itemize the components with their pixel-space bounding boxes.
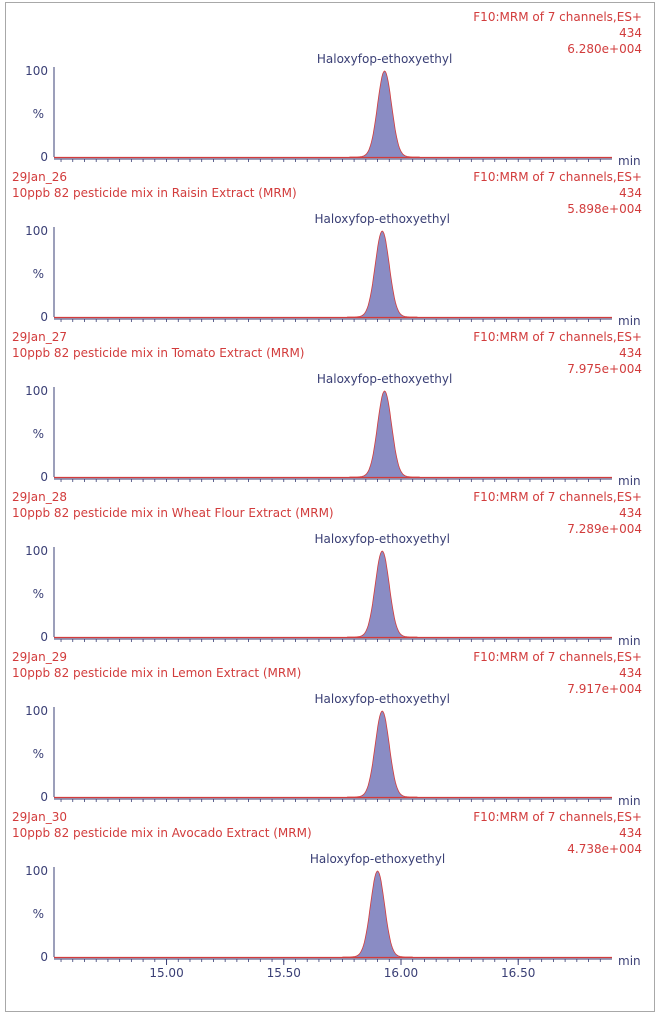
function-label: F10:MRM of 7 channels,ES+ xyxy=(473,650,642,664)
chromatogram-frame xyxy=(5,2,655,1012)
sample-description: 10ppb 82 pesticide mix in Wheat Flour Ex… xyxy=(12,506,334,520)
y-tick-100: 100 xyxy=(25,384,48,398)
intensity-label: 5.898e+004 xyxy=(567,202,642,216)
peak-area xyxy=(349,71,420,157)
y-tick-percent: % xyxy=(33,587,44,601)
peak-area xyxy=(349,391,420,477)
y-tick-0: 0 xyxy=(40,470,48,484)
peak-outline xyxy=(342,870,413,958)
x-tick-label: 15.00 xyxy=(149,966,183,980)
y-tick-percent: % xyxy=(33,107,44,121)
peak-outline xyxy=(347,710,418,798)
mass-label: 434 xyxy=(619,26,642,40)
y-tick-100: 100 xyxy=(25,224,48,238)
compound-label: Haloxyfop-ethoxyethyl xyxy=(317,372,452,386)
mass-label: 434 xyxy=(619,506,642,520)
intensity-label: 7.289e+004 xyxy=(567,522,642,536)
mass-label: 434 xyxy=(619,826,642,840)
compound-label: Haloxyfop-ethoxyethyl xyxy=(315,212,450,226)
y-tick-0: 0 xyxy=(40,150,48,164)
x-unit-label: min xyxy=(618,154,641,168)
sample-id: 29Jan_30 xyxy=(12,810,67,824)
x-tick-label: 15.50 xyxy=(267,966,301,980)
x-tick-label: 16.00 xyxy=(384,966,418,980)
sample-description: 10ppb 82 pesticide mix in Lemon Extract … xyxy=(12,666,301,680)
peak-outline xyxy=(347,550,418,638)
y-tick-100: 100 xyxy=(25,64,48,78)
function-label: F10:MRM of 7 channels,ES+ xyxy=(473,170,642,184)
intensity-label: 7.975e+004 xyxy=(567,362,642,376)
y-tick-100: 100 xyxy=(25,864,48,878)
compound-label: Haloxyfop-ethoxyethyl xyxy=(315,692,450,706)
x-unit-label: min xyxy=(618,794,641,808)
function-label: F10:MRM of 7 channels,ES+ xyxy=(473,810,642,824)
y-tick-0: 0 xyxy=(40,790,48,804)
y-tick-100: 100 xyxy=(25,704,48,718)
mass-label: 434 xyxy=(619,186,642,200)
peak-area xyxy=(347,551,418,637)
intensity-label: 6.280e+004 xyxy=(567,42,642,56)
x-unit-label: min xyxy=(618,474,641,488)
y-tick-percent: % xyxy=(33,907,44,921)
peak-outline xyxy=(349,390,420,478)
y-tick-100: 100 xyxy=(25,544,48,558)
sample-description: 10ppb 82 pesticide mix in Raisin Extract… xyxy=(12,186,297,200)
x-unit-label: min xyxy=(618,954,641,968)
peak-area xyxy=(347,711,418,797)
peak-area xyxy=(347,231,418,317)
sample-id: 29Jan_28 xyxy=(12,490,67,504)
mass-label: 434 xyxy=(619,666,642,680)
compound-label: Haloxyfop-ethoxyethyl xyxy=(310,852,445,866)
x-unit-label: min xyxy=(618,634,641,648)
x-unit-label: min xyxy=(618,314,641,328)
peak-area xyxy=(342,871,413,957)
y-tick-0: 0 xyxy=(40,310,48,324)
peak-outline xyxy=(349,70,420,158)
y-tick-percent: % xyxy=(33,747,44,761)
x-tick-label: 16.50 xyxy=(501,966,535,980)
sample-id: 29Jan_27 xyxy=(12,330,67,344)
compound-label: Haloxyfop-ethoxyethyl xyxy=(315,532,450,546)
y-tick-percent: % xyxy=(33,427,44,441)
sample-id: 29Jan_29 xyxy=(12,650,67,664)
function-label: F10:MRM of 7 channels,ES+ xyxy=(473,490,642,504)
intensity-label: 7.917e+004 xyxy=(567,682,642,696)
intensity-label: 4.738e+004 xyxy=(567,842,642,856)
y-tick-0: 0 xyxy=(40,630,48,644)
mass-label: 434 xyxy=(619,346,642,360)
y-tick-0: 0 xyxy=(40,950,48,964)
sample-description: 10ppb 82 pesticide mix in Tomato Extract… xyxy=(12,346,305,360)
function-label: F10:MRM of 7 channels,ES+ xyxy=(473,330,642,344)
sample-id: 29Jan_26 xyxy=(12,170,67,184)
y-tick-percent: % xyxy=(33,267,44,281)
peak-outline xyxy=(347,230,418,318)
sample-description: 10ppb 82 pesticide mix in Avocado Extrac… xyxy=(12,826,312,840)
function-label: F10:MRM of 7 channels,ES+ xyxy=(473,10,642,24)
compound-label: Haloxyfop-ethoxyethyl xyxy=(317,52,452,66)
